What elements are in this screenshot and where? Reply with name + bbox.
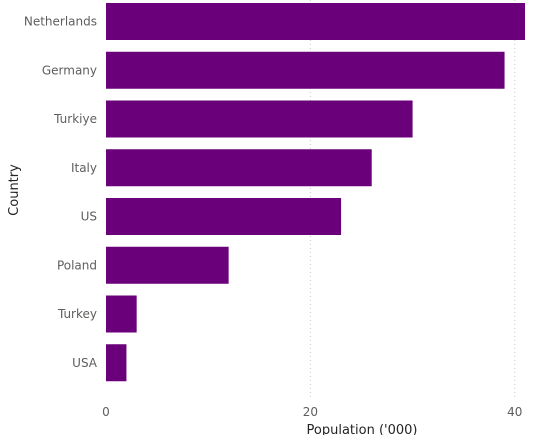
bar-netherlands[interactable]: [106, 3, 525, 40]
bar-italy[interactable]: [106, 149, 372, 187]
y-tick-label: Turkey: [57, 307, 97, 321]
bar-usa[interactable]: [106, 344, 127, 382]
y-tick-label: Turkiye: [53, 112, 97, 126]
x-tick-label: 40: [507, 405, 522, 419]
y-tick-label: Poland: [57, 258, 97, 272]
y-tick-labels: Netherlands Germany Turkiye Italy US Poland Tu…: [24, 15, 98, 370]
y-axis-title: Country: [7, 164, 22, 216]
bars-layer: [106, 3, 525, 382]
bar-us[interactable]: [106, 198, 342, 235]
y-tick-label: US: [81, 210, 97, 224]
y-tick-label: Italy: [71, 161, 97, 175]
bar-turkey[interactable]: [106, 295, 137, 333]
y-tick-label: Germany: [42, 63, 97, 77]
x-tick-label: 0: [102, 405, 110, 419]
y-tick-label: USA: [72, 356, 98, 370]
bar-turkiye[interactable]: [106, 100, 413, 138]
x-axis-title: Population ('000): [307, 423, 418, 435]
x-tick-labels: 0 20 40: [102, 405, 522, 419]
y-tick-label: Netherlands: [24, 15, 97, 29]
x-tick-label: 20: [303, 405, 318, 419]
bar-germany[interactable]: [106, 51, 505, 89]
bar-poland[interactable]: [106, 246, 229, 284]
